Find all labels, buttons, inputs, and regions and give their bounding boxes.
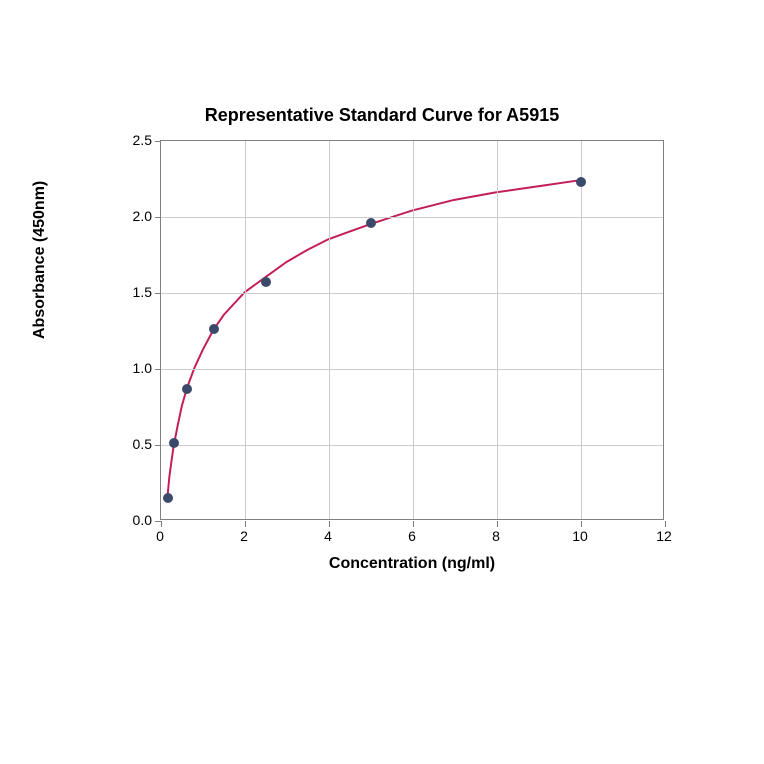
y-tick-label: 2.0 (112, 208, 152, 224)
chart-title: Representative Standard Curve for A5915 (0, 105, 764, 126)
y-tick-mark (155, 369, 161, 370)
data-point (209, 324, 219, 334)
data-point (366, 218, 376, 228)
grid-line-horizontal (161, 217, 663, 218)
data-point (182, 384, 192, 394)
grid-line-horizontal (161, 369, 663, 370)
x-tick-mark (497, 521, 498, 527)
grid-line-vertical (245, 141, 246, 519)
y-axis-label: Absorbance (450nm) (31, 181, 49, 339)
x-tick-mark (161, 521, 162, 527)
grid-line-vertical (581, 141, 582, 519)
y-tick-mark (155, 445, 161, 446)
grid-line-vertical (497, 141, 498, 519)
x-tick-label: 2 (240, 528, 248, 544)
data-point (163, 493, 173, 503)
y-tick-mark (155, 141, 161, 142)
x-tick-mark (245, 521, 246, 527)
data-point (576, 177, 586, 187)
data-point (169, 438, 179, 448)
x-tick-label: 10 (572, 528, 588, 544)
grid-line-horizontal (161, 293, 663, 294)
y-tick-mark (155, 217, 161, 218)
x-tick-mark (329, 521, 330, 527)
x-tick-label: 6 (408, 528, 416, 544)
x-tick-label: 4 (324, 528, 332, 544)
y-tick-label: 2.5 (112, 132, 152, 148)
x-axis-label: Concentration (ng/ml) (160, 555, 664, 573)
y-tick-label: 0.0 (112, 512, 152, 528)
x-tick-label: 12 (656, 528, 672, 544)
y-tick-label: 0.5 (112, 436, 152, 452)
data-point (261, 277, 271, 287)
y-tick-label: 1.5 (112, 284, 152, 300)
x-tick-label: 8 (492, 528, 500, 544)
grid-line-horizontal (161, 445, 663, 446)
fitted-curve (168, 180, 580, 496)
y-tick-mark (155, 521, 161, 522)
chart-container: Absorbance (450nm) Concentration (ng/ml)… (100, 140, 664, 580)
grid-line-vertical (329, 141, 330, 519)
y-tick-mark (155, 293, 161, 294)
curve-overlay (161, 141, 663, 519)
x-tick-mark (581, 521, 582, 527)
x-tick-label: 0 (156, 528, 164, 544)
x-tick-mark (413, 521, 414, 527)
y-tick-label: 1.0 (112, 360, 152, 376)
grid-line-vertical (413, 141, 414, 519)
x-tick-mark (665, 521, 666, 527)
plot-area (160, 140, 664, 520)
